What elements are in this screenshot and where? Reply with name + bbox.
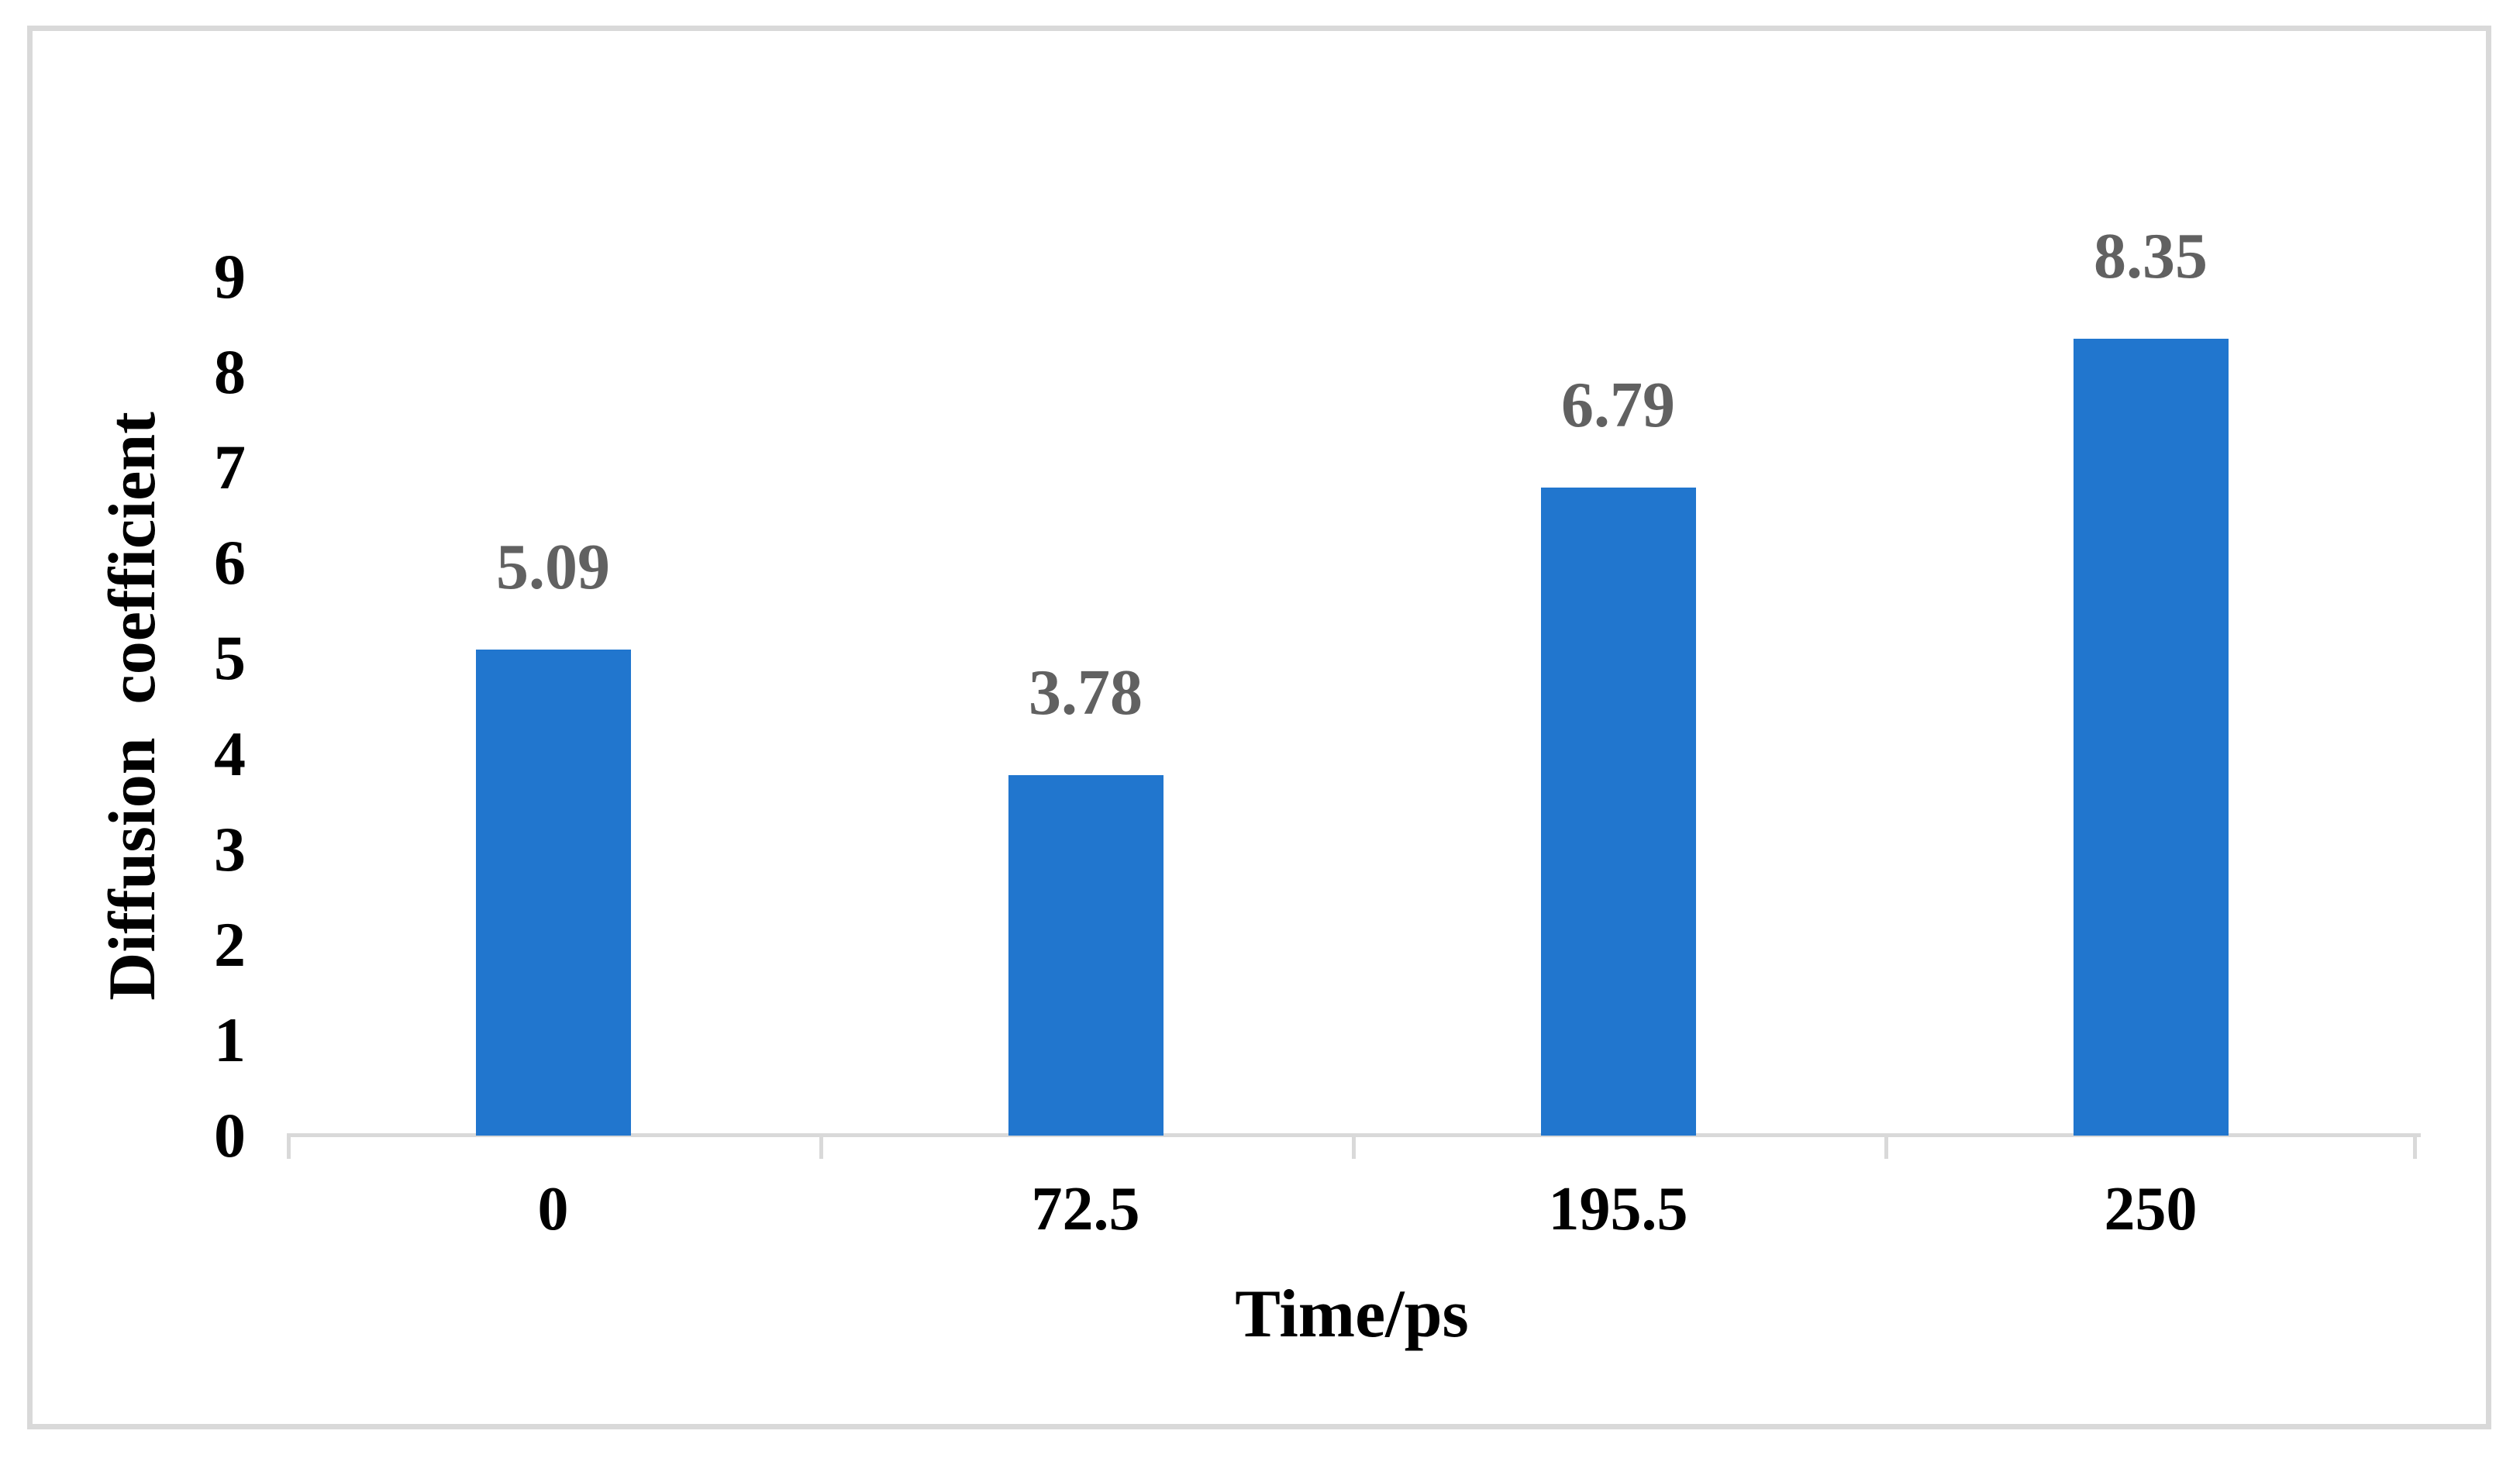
bar	[1540, 488, 1696, 1136]
x-axis-tick-mark	[1884, 1133, 1888, 1159]
x-axis-title: Time/ps	[1235, 1277, 1469, 1352]
x-axis-tick-label: 195.5	[1548, 1175, 1688, 1243]
bar	[1008, 774, 1163, 1136]
y-axis-tick-label: 1	[214, 1004, 246, 1075]
x-axis-tick-mark	[1352, 1133, 1356, 1159]
y-axis-tick-label: 4	[214, 718, 246, 789]
data-label: 3.78	[1029, 656, 1143, 729]
x-axis-tick-mark	[2413, 1133, 2417, 1159]
figure-border	[27, 26, 2491, 1429]
y-axis-tick-label: 0	[214, 1100, 246, 1170]
bar	[2073, 339, 2229, 1136]
y-axis-tick-label: 9	[214, 241, 246, 312]
bar	[475, 650, 631, 1136]
y-axis-tick-label: 8	[214, 336, 246, 408]
x-axis-tick-label: 72.5	[1031, 1175, 1140, 1243]
y-axis-tick-label: 2	[214, 908, 246, 980]
y-axis-tick-label: 3	[214, 813, 246, 884]
data-label: 8.35	[2094, 220, 2208, 293]
x-axis-tick-label: 0	[537, 1175, 569, 1243]
data-label: 5.09	[496, 531, 610, 604]
x-axis-tick-label: 250	[2104, 1175, 2198, 1243]
y-axis-tick-label: 6	[214, 527, 246, 598]
data-label: 6.79	[1561, 369, 1675, 442]
x-axis-tick-mark	[287, 1133, 291, 1159]
y-axis-tick-label: 5	[214, 622, 246, 694]
y-axis-tick-label: 7	[214, 432, 246, 503]
x-axis-tick-mark	[819, 1133, 823, 1159]
